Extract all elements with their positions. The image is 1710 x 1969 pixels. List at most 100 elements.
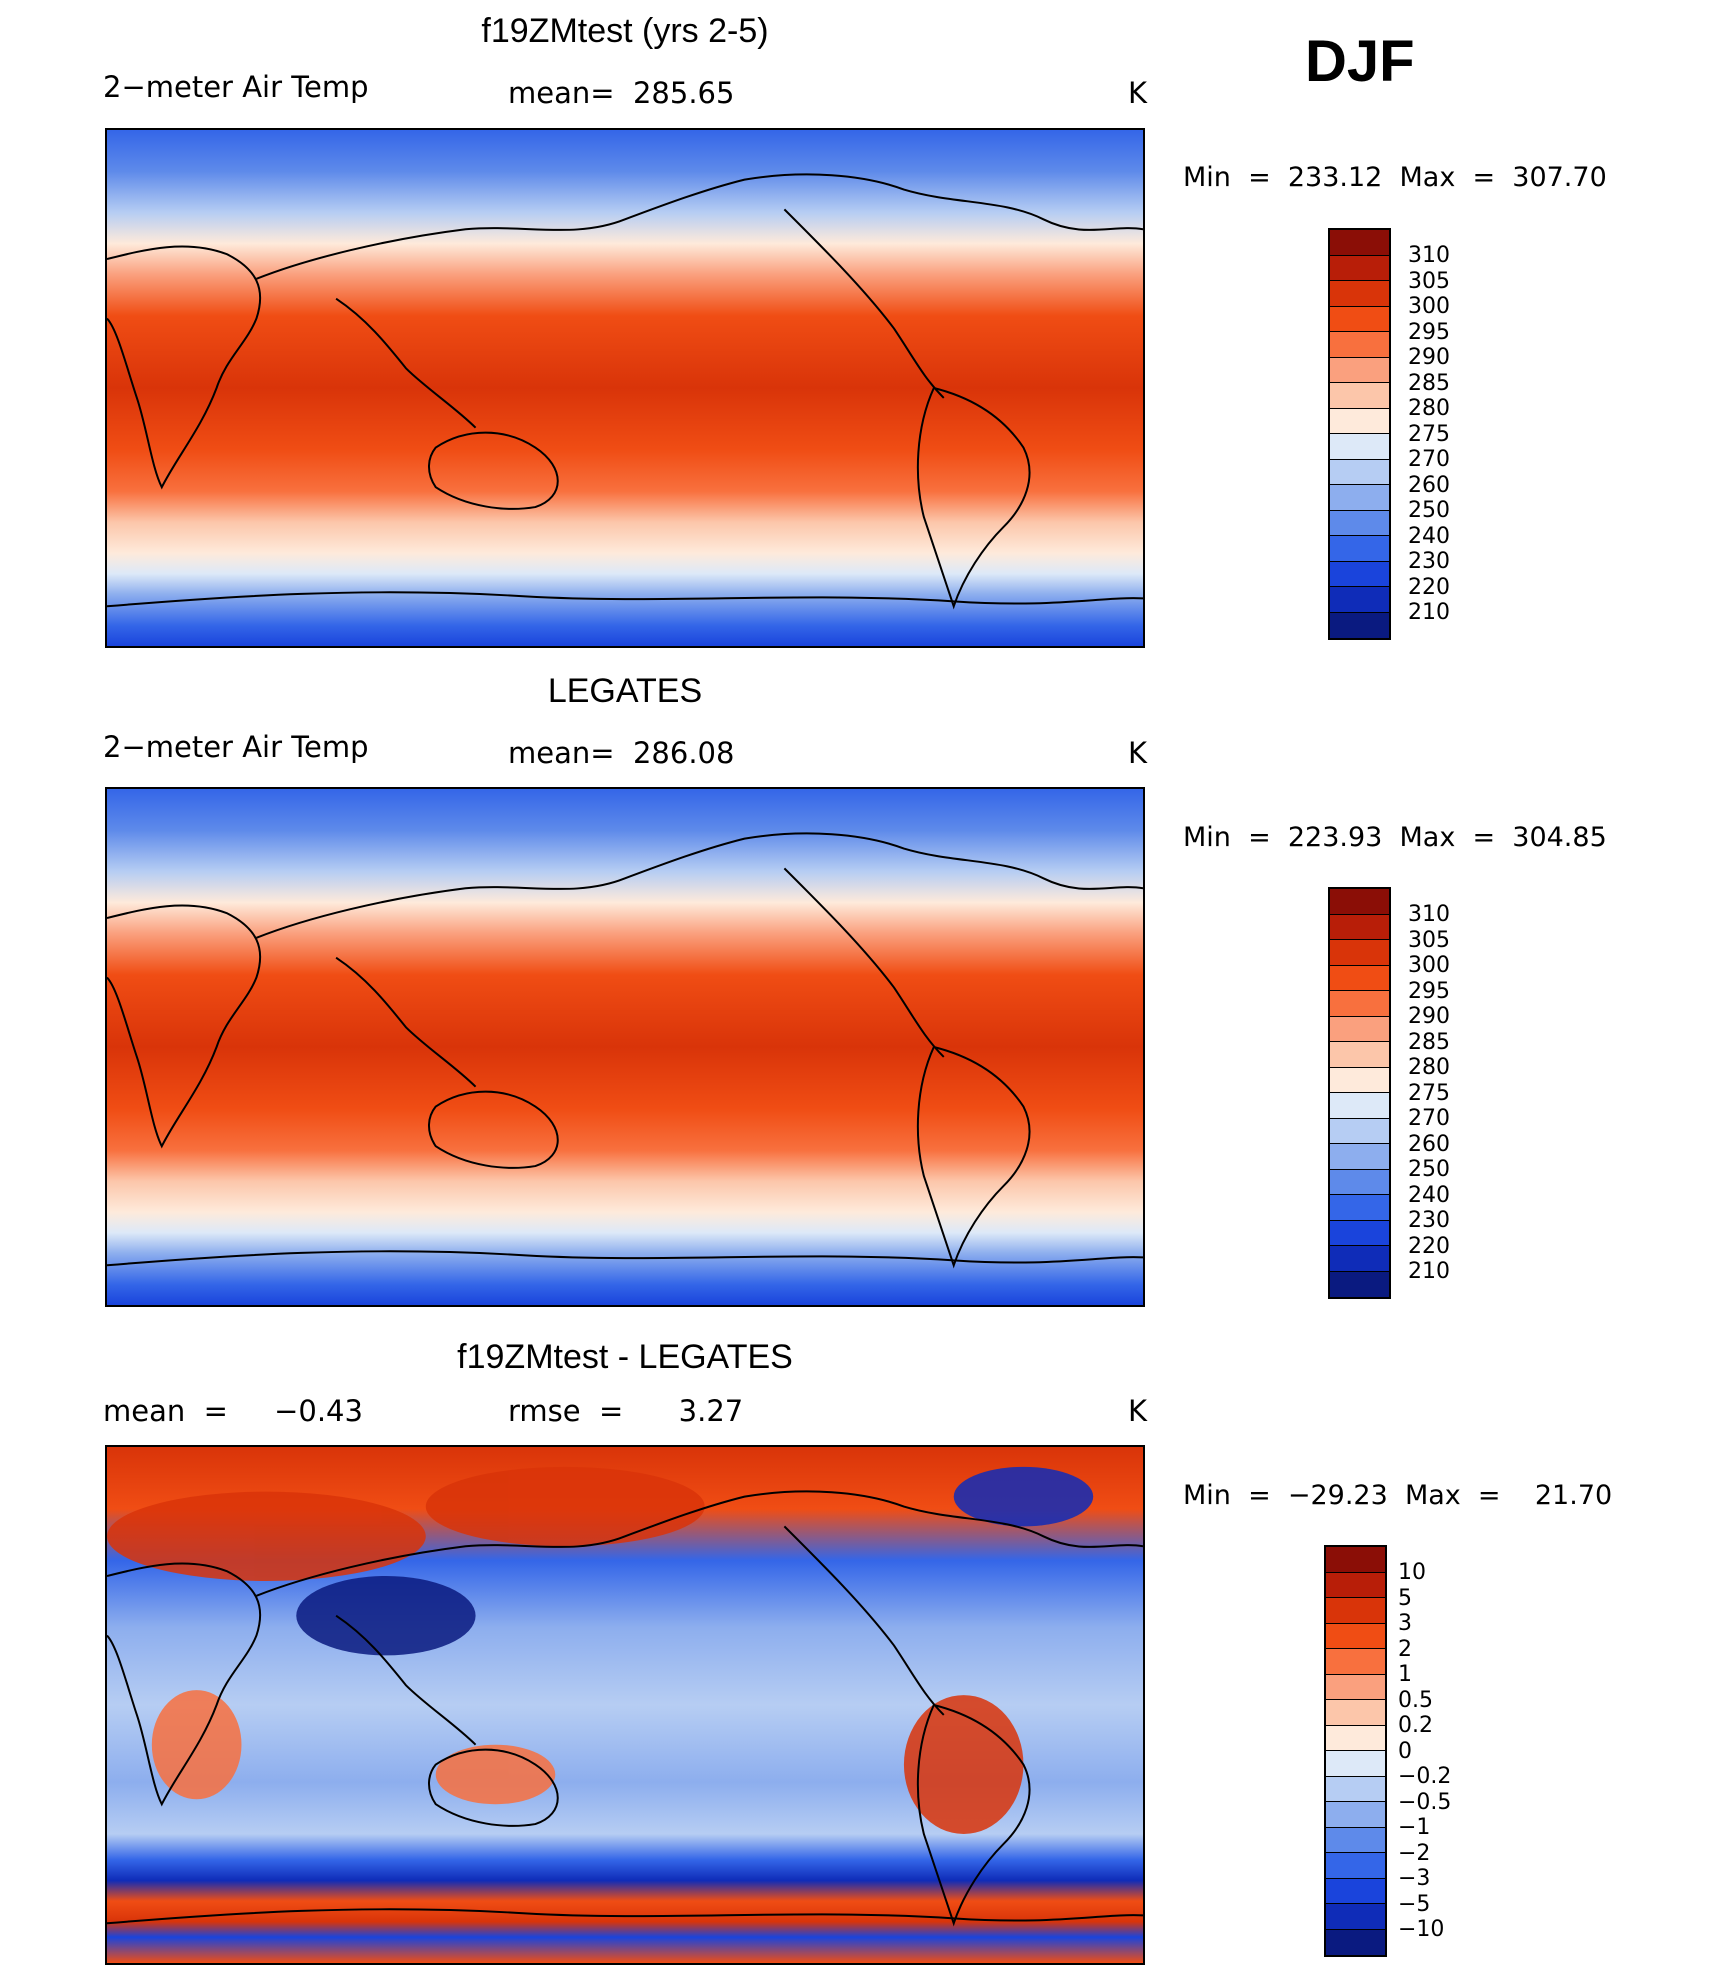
panel-2-colorbar-label: 220 xyxy=(1408,1233,1450,1259)
panel-1-colorbar-swatch xyxy=(1330,357,1389,383)
panel-1-colorbar-label: 250 xyxy=(1408,498,1450,523)
panel-3-colorbar-label: −10 xyxy=(1398,1917,1445,1942)
panel-2-colorbar-swatch xyxy=(1330,1016,1389,1042)
panel-3-colorbar-swatch xyxy=(1326,1598,1385,1624)
panel-2-colorbar-label: 250 xyxy=(1408,1157,1450,1182)
panel-2-colorbar-label: 270 xyxy=(1408,1106,1450,1131)
panel-1-colorbar-swatch xyxy=(1330,536,1389,562)
panel-3-colorbar-label: −2 xyxy=(1398,1840,1431,1866)
panel-2-colorbar-swatch xyxy=(1330,889,1389,915)
panel-2-colorbar-swatch xyxy=(1330,1042,1389,1068)
panel-1-colorbar xyxy=(1328,228,1391,640)
panel-2-colorbar-label: 310 xyxy=(1408,902,1450,927)
panel-1-colorbar-label: 295 xyxy=(1408,319,1450,345)
panel-3-map xyxy=(105,1445,1145,1965)
panel-3-colorbar-swatch xyxy=(1326,1700,1385,1726)
panel-1-minmax: Min = 233.12 Max = 307.70 xyxy=(1183,162,1607,193)
panel-3-colorbar-swatch xyxy=(1326,1547,1385,1573)
panel-3-colorbar-label: −1 xyxy=(1398,1815,1431,1840)
panel-1-map-svg xyxy=(107,130,1143,646)
panel-3-colorbar-swatch xyxy=(1326,1929,1385,1955)
panel-1-colorbar-swatch xyxy=(1330,587,1389,613)
panel-1-colorbar-label: 220 xyxy=(1408,574,1450,600)
season-label: DJF xyxy=(1305,29,1415,94)
panel-3-minmax: Min = −29.23 Max = 21.70 xyxy=(1183,1480,1613,1511)
panel-1-colorbar-label: 300 xyxy=(1408,294,1450,319)
panel-2-colorbar-swatch xyxy=(1330,1220,1389,1246)
panel-2-colorbar-label: 300 xyxy=(1408,953,1450,978)
panel-3-colorbar-label: −3 xyxy=(1398,1866,1431,1891)
panel-3-colorbar-swatch xyxy=(1326,1853,1385,1879)
panel-3-title: f19ZMtest - LEGATES xyxy=(457,1338,793,1376)
panel-1-units: K xyxy=(1128,76,1148,110)
panel-2-units: K xyxy=(1128,736,1148,770)
panel-2-colorbar-label: 290 xyxy=(1408,1004,1450,1029)
panel-3-colorbar xyxy=(1324,1545,1387,1957)
panel-2-colorbar-label: 230 xyxy=(1408,1208,1450,1233)
panel-2-colorbar-swatch xyxy=(1330,914,1389,940)
panel-3-colorbar-label: 0.5 xyxy=(1398,1687,1433,1713)
panel-1-colorbar-swatch xyxy=(1330,485,1389,511)
panel-2-colorbar-label: 295 xyxy=(1408,978,1450,1004)
panel-2-colorbar-swatch xyxy=(1330,1271,1389,1297)
panel-3-colorbar-label: 3 xyxy=(1398,1611,1412,1636)
panel-3-mean-label: mean = −0.43 xyxy=(103,1394,363,1428)
panel-1-colorbar-swatch xyxy=(1330,281,1389,307)
panel-3-colorbar-swatch xyxy=(1326,1802,1385,1828)
panel-1-colorbar-swatch xyxy=(1330,510,1389,536)
panel-1-colorbar-label: 310 xyxy=(1408,243,1450,268)
panel-2-colorbar-swatch xyxy=(1330,1144,1389,1170)
panel-1-colorbar-swatch xyxy=(1330,561,1389,587)
panel-3-map-svg xyxy=(107,1447,1143,1963)
panel-1-colorbar-swatch xyxy=(1330,383,1389,409)
panel-3-colorbar-swatch xyxy=(1326,1674,1385,1700)
panel-2-colorbar-label: 280 xyxy=(1408,1055,1450,1080)
panel-2-colorbar-swatch xyxy=(1330,1067,1389,1093)
panel-2-colorbar-swatch xyxy=(1330,1093,1389,1119)
panel-1-colorbar-label: 270 xyxy=(1408,447,1450,472)
panel-3-colorbar-label: 1 xyxy=(1398,1662,1412,1687)
panel-3-colorbar-swatch xyxy=(1326,1623,1385,1649)
panel-3-colorbar-label: 0 xyxy=(1398,1738,1412,1764)
panel-3-colorbar-swatch xyxy=(1326,1878,1385,1904)
panel-1-colorbar-swatch xyxy=(1330,612,1389,638)
panel-2-map xyxy=(105,787,1145,1307)
panel-2-minmax: Min = 223.93 Max = 304.85 xyxy=(1183,822,1607,853)
panel-1-colorbar-swatch xyxy=(1330,459,1389,485)
panel-3-colorbar-label: 2 xyxy=(1398,1636,1412,1662)
panel-3-colorbar-swatch xyxy=(1326,1649,1385,1675)
panel-2-colorbar-label: 275 xyxy=(1408,1080,1450,1106)
panel-3-colorbar-label: 0.2 xyxy=(1398,1713,1433,1738)
panel-2-colorbar-swatch xyxy=(1330,940,1389,966)
panel-1-colorbar-label: 240 xyxy=(1408,523,1450,549)
panel-1-title: f19ZMtest (yrs 2-5) xyxy=(481,12,769,50)
panel-1-variable-label: 2−meter Air Temp xyxy=(103,70,369,104)
panel-2-colorbar-label: 260 xyxy=(1408,1131,1450,1157)
panel-1-colorbar-label: 230 xyxy=(1408,549,1450,574)
panel-1-colorbar-label: 280 xyxy=(1408,396,1450,421)
panel-1-colorbar-label: 260 xyxy=(1408,472,1450,498)
panel-1-map xyxy=(105,128,1145,648)
panel-1-colorbar-label: 285 xyxy=(1408,370,1450,396)
panel-3-colorbar-label: −0.5 xyxy=(1398,1789,1452,1815)
panel-1-colorbar-swatch xyxy=(1330,434,1389,460)
panel-1-colorbar-label: 290 xyxy=(1408,345,1450,370)
panel-3-colorbar-label: −5 xyxy=(1398,1891,1431,1917)
panel-1-colorbar-label: 305 xyxy=(1408,268,1450,294)
panel-3-colorbar-label: −0.2 xyxy=(1398,1764,1452,1789)
panel-1-colorbar-swatch xyxy=(1330,408,1389,434)
panel-2-colorbar-swatch xyxy=(1330,991,1389,1017)
panel-2-colorbar-swatch xyxy=(1330,1195,1389,1221)
panel-2-colorbar-swatch xyxy=(1330,965,1389,991)
panel-2-title: LEGATES xyxy=(547,672,703,710)
panel-1-colorbar-swatch xyxy=(1330,332,1389,358)
panel-3-colorbar-swatch xyxy=(1326,1751,1385,1777)
panel-2-colorbar-label: 210 xyxy=(1408,1259,1450,1284)
panel-2-variable-label: 2−meter Air Temp xyxy=(103,730,369,764)
panel-3-colorbar-swatch xyxy=(1326,1572,1385,1598)
panel-1-colorbar-swatch xyxy=(1330,306,1389,332)
panel-1-mean-label: mean= 285.65 xyxy=(508,76,735,110)
panel-2-colorbar xyxy=(1328,887,1391,1299)
panel-2-colorbar-swatch xyxy=(1330,1246,1389,1272)
panel-1-colorbar-label: 275 xyxy=(1408,421,1450,447)
